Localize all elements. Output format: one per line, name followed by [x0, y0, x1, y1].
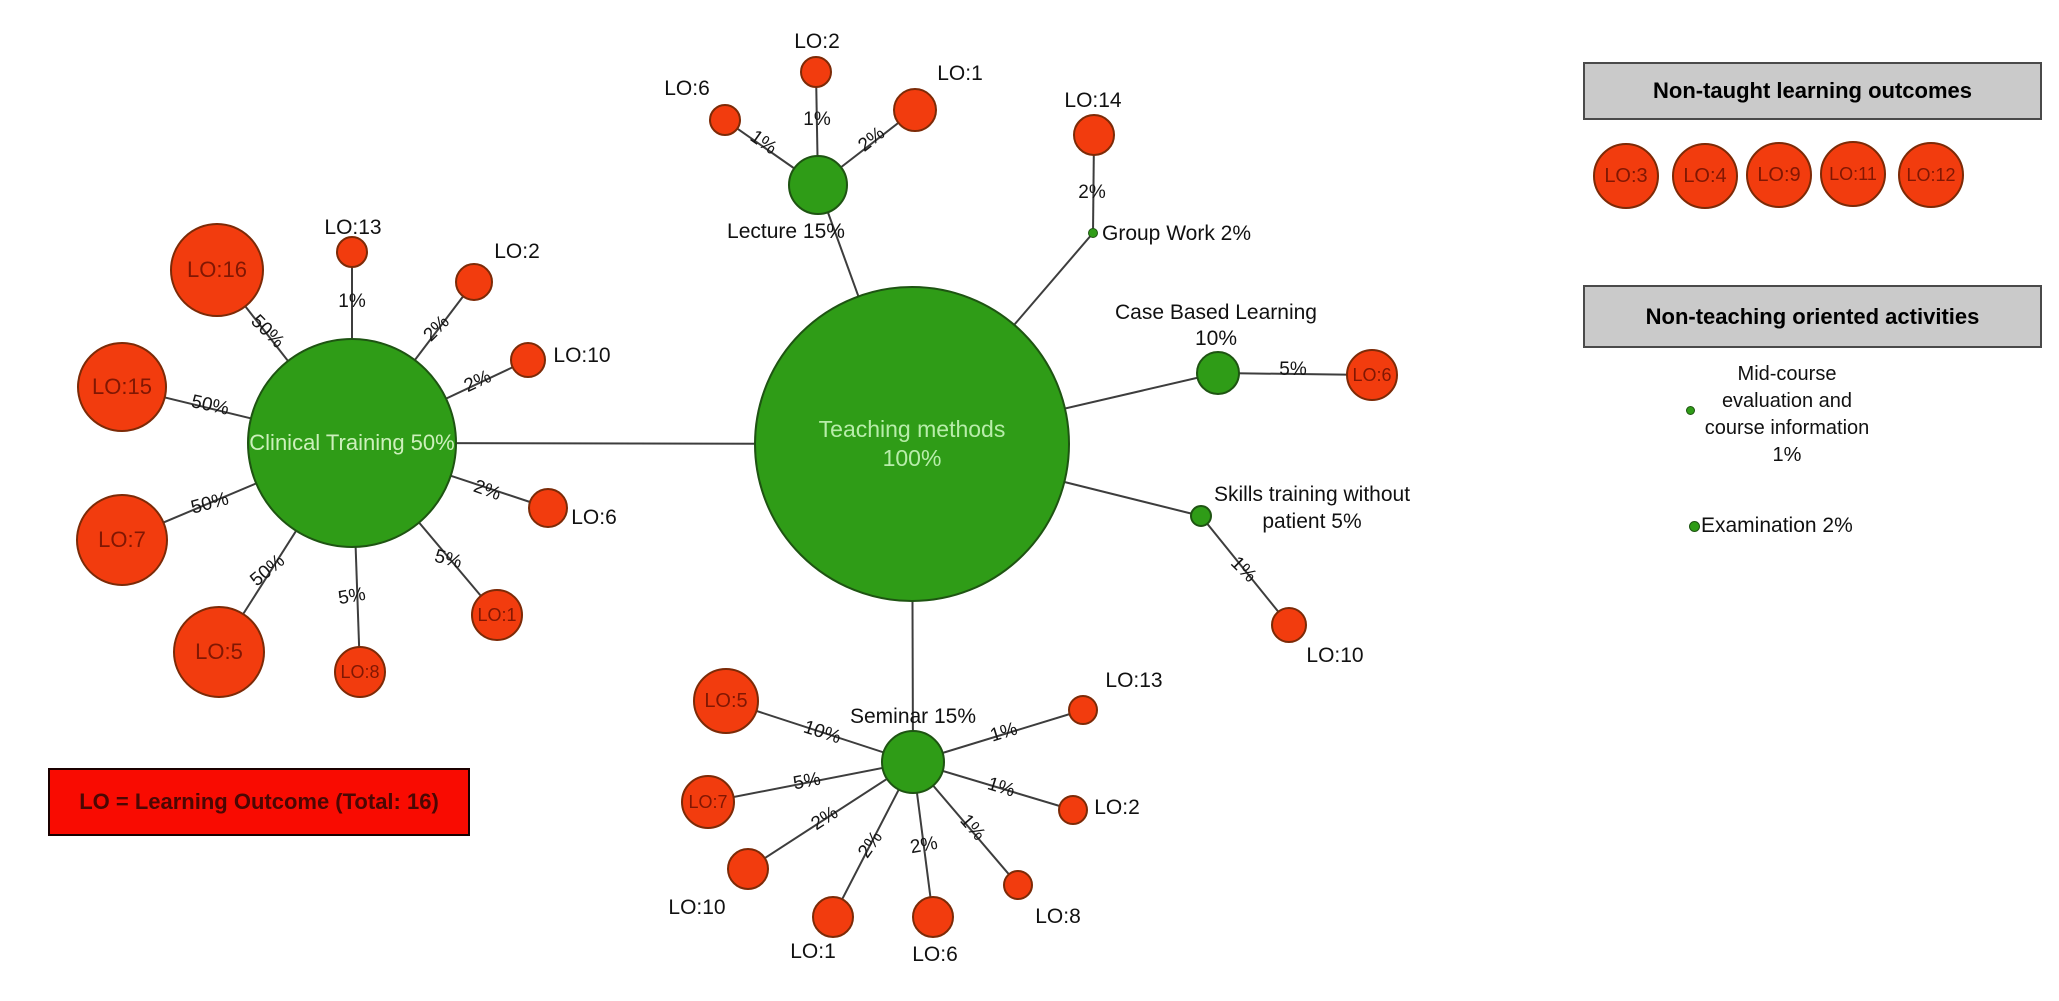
- activity-label-pct: 1%: [1772, 444, 1802, 466]
- lo-node-non-taught-9: LO:9: [1746, 142, 1812, 208]
- lo-label-seminar-6: LO:6: [912, 943, 958, 966]
- legend-box: LO = Learning Outcome (Total: 16): [48, 768, 470, 836]
- lo-label-clinical-13: LO:13: [324, 216, 382, 239]
- lo-node-case-based-6: LO:6: [1346, 349, 1398, 401]
- central-node-label: Teaching methods: [818, 416, 1006, 442]
- central-node-teaching-methods: Teaching methods 100%: [754, 286, 1070, 602]
- lo-node-non-taught-3: LO:3: [1593, 143, 1659, 209]
- lo-node-clinical-16: LO:16: [170, 223, 264, 317]
- panel-title: Non-taught learning outcomes: [1653, 78, 1972, 103]
- lo-node-skills-10: [1271, 607, 1307, 643]
- edge-pct-label: 1%: [338, 291, 366, 312]
- method-label-group-work: Group Work 2%: [1102, 222, 1251, 245]
- activity-node-examination: [1689, 521, 1700, 532]
- lo-node-clinical-2: [455, 263, 493, 301]
- method-node-label: Clinical Training 50%: [249, 430, 455, 455]
- activity-label-pct: 2%: [1822, 514, 1853, 537]
- lo-node-seminar-10: [727, 848, 769, 890]
- lo-node-clinical-13: [336, 236, 368, 268]
- central-node-pct: 100%: [882, 445, 942, 471]
- lo-label-group-work-14: LO:14: [1064, 89, 1122, 112]
- method-label-text: Skills training without patient: [1213, 483, 1411, 533]
- activity-label-text: Mid-course evaluation and course informa…: [1704, 363, 1870, 439]
- lo-node-clinical-8: LO:8: [334, 646, 386, 698]
- method-label-seminar: Seminar 15%: [849, 705, 977, 728]
- lo-label-skills-10: LO:10: [1306, 644, 1364, 667]
- lo-node-seminar-2: [1058, 795, 1088, 825]
- lo-node-group-work-14: [1073, 114, 1115, 156]
- lo-label-seminar-13: LO:13: [1105, 669, 1163, 692]
- method-node-case-based-learning: [1196, 351, 1240, 395]
- activity-label-text: Examination: [1701, 514, 1817, 537]
- edge-pct-label: 2%: [1078, 182, 1106, 203]
- panel-header-non-taught: Non-taught learning outcomes: [1583, 62, 2042, 120]
- lo-node-non-taught-12: LO:12: [1898, 142, 1964, 208]
- lo-label-lecture-2: LO:2: [794, 30, 840, 53]
- lo-label-clinical-10: LO:10: [553, 344, 611, 367]
- lo-node-clinical-6: [528, 488, 568, 528]
- panel-title: Non-teaching oriented activities: [1645, 303, 1980, 329]
- lo-label-lecture-1: LO:1: [937, 62, 983, 85]
- method-node-skills-training: [1190, 505, 1212, 527]
- lo-node-clinical-10: [510, 342, 546, 378]
- method-node-seminar: [881, 730, 945, 794]
- lo-node-lecture-2: [800, 56, 832, 88]
- lo-node-seminar-1: [812, 896, 854, 938]
- edge-pct-label: 5%: [1279, 359, 1307, 380]
- lo-label-lecture-6: LO:6: [664, 77, 710, 100]
- lo-label-seminar-10: LO:10: [668, 896, 726, 919]
- method-label-pct: 5%: [1331, 510, 1362, 533]
- lo-node-lecture-6: [709, 104, 741, 136]
- method-label-case-based-learning: Case Based Learning 10%: [1076, 300, 1356, 352]
- method-label-pct: 10%: [1194, 327, 1238, 350]
- lo-node-seminar-8: [1003, 870, 1033, 900]
- lo-label-clinical-2: LO:2: [494, 240, 540, 263]
- lo-label-seminar-1: LO:1: [790, 940, 836, 963]
- lo-node-seminar-7: LO:7: [681, 775, 735, 829]
- lo-node-clinical-7: LO:7: [76, 494, 168, 586]
- activity-node-mid-course: [1686, 406, 1695, 415]
- method-node-group-work: [1088, 228, 1098, 238]
- legend-text: LO = Learning Outcome (Total: 16): [79, 789, 439, 814]
- method-node-clinical-training: Clinical Training 50%: [247, 338, 457, 548]
- lo-node-seminar-5: LO:5: [693, 668, 759, 734]
- lo-label-seminar-8: LO:8: [1035, 905, 1081, 928]
- activity-label-mid-course: Mid-course evaluation and course informa…: [1697, 361, 1877, 469]
- lo-node-seminar-6: [912, 896, 954, 938]
- lo-node-lecture-1: [893, 88, 937, 132]
- method-node-lecture: [788, 155, 848, 215]
- method-label-lecture: Lecture 15%: [727, 220, 845, 243]
- lo-node-clinical-1: LO:1: [471, 589, 523, 641]
- lo-node-non-taught-4: LO:4: [1672, 143, 1738, 209]
- edge-pct-label: 1%: [803, 109, 831, 130]
- lo-node-non-taught-11: LO:11: [1820, 141, 1886, 207]
- lo-label-clinical-6: LO:6: [571, 506, 617, 529]
- lo-node-seminar-13: [1068, 695, 1098, 725]
- lo-node-clinical-15: LO:15: [77, 342, 167, 432]
- lo-label-seminar-2: LO:2: [1094, 796, 1140, 819]
- lo-node-clinical-5: LO:5: [173, 606, 265, 698]
- method-label-skills-training: Skills training without patient 5%: [1208, 481, 1416, 535]
- panel-header-non-teaching: Non-teaching oriented activities: [1583, 285, 2042, 348]
- method-label-text: Case Based Learning: [1115, 301, 1317, 324]
- activity-label-examination: Examination 2%: [1701, 514, 1853, 538]
